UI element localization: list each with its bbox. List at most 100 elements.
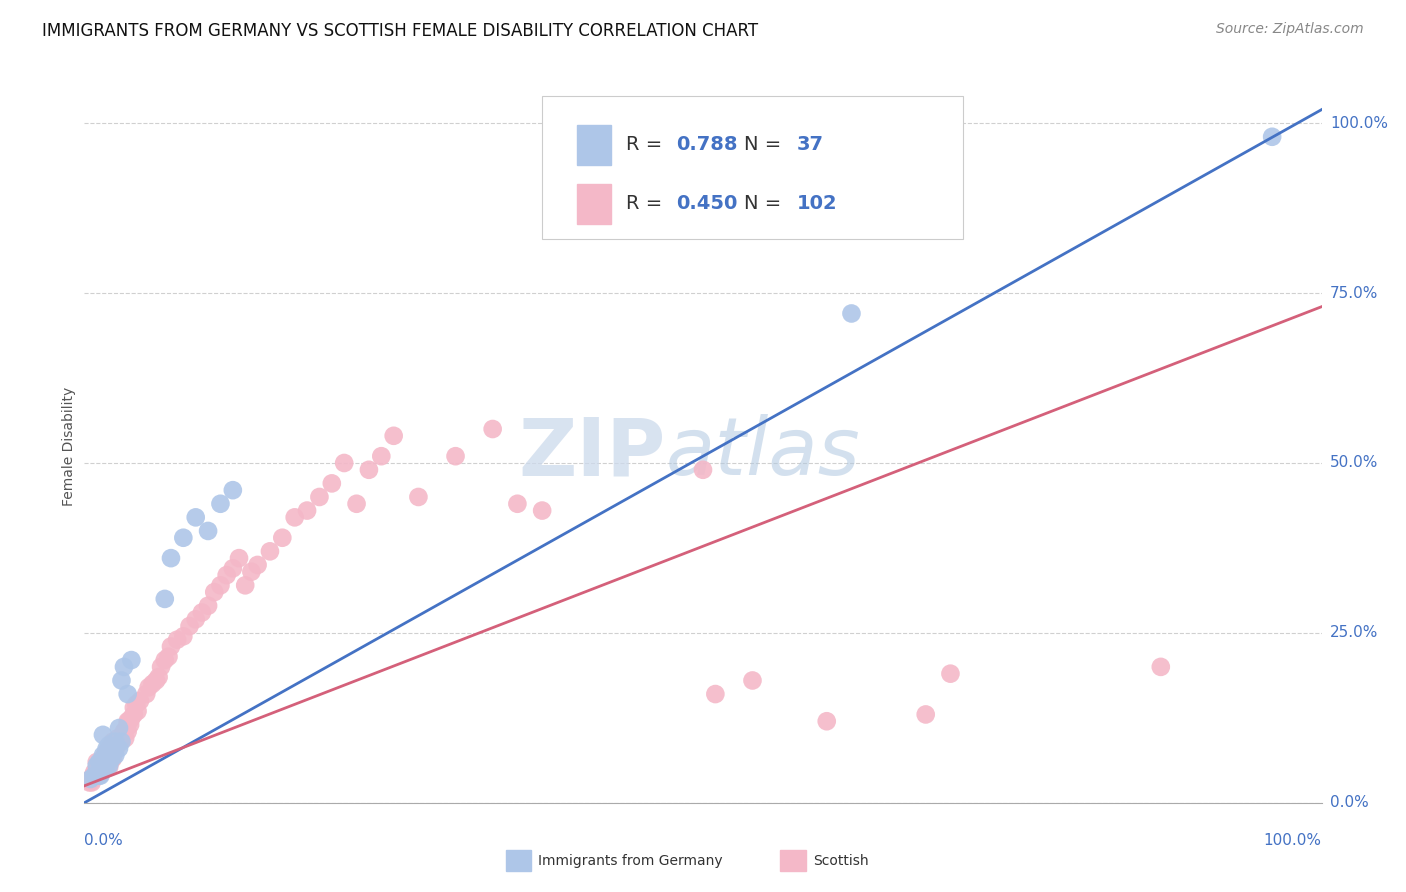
- Point: [96, 755, 118, 769]
- Point: [112, 660, 135, 674]
- Point: [93, 762, 115, 776]
- Bar: [576, 184, 612, 224]
- Point: [93, 749, 115, 764]
- Point: [89, 769, 111, 783]
- Point: [84, 770, 107, 784]
- Point: [184, 510, 207, 524]
- Point: [96, 741, 118, 756]
- Point: [153, 653, 176, 667]
- Point: [129, 694, 152, 708]
- Point: [101, 734, 124, 748]
- Point: [150, 660, 173, 674]
- Text: 37: 37: [797, 135, 824, 154]
- Point: [96, 756, 118, 771]
- Bar: [576, 125, 612, 164]
- Y-axis label: Female Disability: Female Disability: [62, 386, 76, 506]
- Point: [246, 558, 269, 572]
- Point: [86, 769, 108, 783]
- Point: [108, 721, 131, 735]
- Point: [86, 765, 108, 780]
- Point: [108, 734, 131, 748]
- Point: [1150, 660, 1173, 674]
- Point: [148, 670, 170, 684]
- Point: [91, 748, 114, 763]
- Point: [114, 731, 136, 746]
- Point: [222, 561, 245, 575]
- Point: [370, 449, 392, 463]
- Point: [100, 751, 122, 765]
- Point: [1261, 129, 1284, 144]
- Text: N =: N =: [744, 135, 782, 154]
- Point: [321, 476, 343, 491]
- Point: [120, 711, 142, 725]
- Text: ZIP: ZIP: [519, 414, 666, 492]
- Point: [100, 740, 122, 755]
- Point: [259, 544, 281, 558]
- Point: [98, 741, 121, 756]
- Point: [83, 769, 105, 783]
- Point: [98, 755, 121, 769]
- Point: [108, 741, 131, 756]
- Point: [79, 772, 101, 786]
- Text: 0.0%: 0.0%: [84, 833, 124, 848]
- Point: [112, 724, 135, 739]
- Point: [90, 754, 112, 768]
- Point: [172, 629, 194, 643]
- Point: [215, 568, 238, 582]
- Point: [86, 758, 108, 772]
- Point: [107, 731, 129, 746]
- Point: [308, 490, 330, 504]
- Point: [79, 775, 101, 789]
- Point: [122, 700, 145, 714]
- Point: [166, 632, 188, 647]
- Point: [333, 456, 356, 470]
- Point: [153, 591, 176, 606]
- Point: [98, 760, 121, 774]
- Point: [98, 751, 121, 765]
- Point: [357, 463, 380, 477]
- Point: [87, 767, 110, 781]
- Point: [122, 707, 145, 722]
- FancyBboxPatch shape: [543, 96, 963, 239]
- Text: 100.0%: 100.0%: [1264, 833, 1322, 848]
- Point: [90, 765, 112, 780]
- Point: [111, 728, 134, 742]
- Text: 0.450: 0.450: [676, 194, 737, 213]
- Text: R =: R =: [626, 194, 662, 213]
- Point: [91, 728, 114, 742]
- Text: N =: N =: [744, 194, 782, 213]
- Point: [91, 758, 114, 772]
- Point: [104, 748, 127, 763]
- Point: [145, 673, 167, 688]
- Point: [408, 490, 430, 504]
- Point: [172, 531, 194, 545]
- Point: [209, 497, 232, 511]
- Point: [94, 747, 117, 761]
- Text: Immigrants from Germany: Immigrants from Germany: [538, 854, 723, 868]
- Point: [444, 449, 467, 463]
- Point: [100, 751, 122, 765]
- Point: [115, 721, 138, 735]
- Point: [531, 503, 554, 517]
- Point: [841, 306, 863, 320]
- Point: [125, 698, 148, 712]
- Point: [105, 740, 128, 755]
- Point: [197, 599, 219, 613]
- Point: [157, 649, 180, 664]
- Point: [89, 756, 111, 771]
- Point: [110, 731, 132, 746]
- Point: [103, 745, 125, 759]
- Point: [83, 770, 105, 784]
- Text: 102: 102: [797, 194, 838, 213]
- Point: [704, 687, 727, 701]
- Point: [101, 751, 124, 765]
- Point: [83, 765, 105, 780]
- Text: IMMIGRANTS FROM GERMANY VS SCOTTISH FEMALE DISABILITY CORRELATION CHART: IMMIGRANTS FROM GERMANY VS SCOTTISH FEMA…: [42, 22, 758, 40]
- Point: [160, 551, 183, 566]
- Text: 0.788: 0.788: [676, 135, 737, 154]
- Point: [222, 483, 245, 498]
- Text: Scottish: Scottish: [813, 854, 869, 868]
- Point: [228, 551, 250, 566]
- Point: [96, 745, 118, 759]
- Point: [91, 751, 114, 765]
